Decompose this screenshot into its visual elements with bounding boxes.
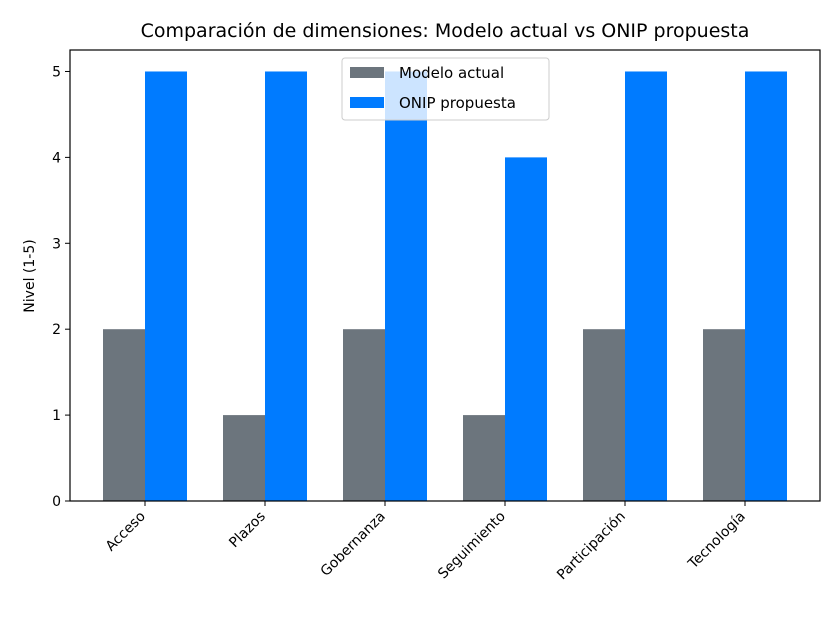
bar-onip-propuesta-0 bbox=[145, 71, 187, 501]
bar-onip-propuesta-2 bbox=[385, 71, 427, 501]
x-tick-label: Gobernanza bbox=[318, 509, 389, 580]
legend-label-0: Modelo actual bbox=[399, 64, 504, 82]
bar-modelo-actual-2 bbox=[343, 329, 385, 501]
axes-frame bbox=[69, 49, 821, 502]
bar-modelo-actual-5 bbox=[703, 329, 745, 501]
x-tick-label: Acceso bbox=[103, 509, 149, 555]
y-tick-label: 3 bbox=[52, 236, 61, 252]
y-tick-label: 1 bbox=[52, 408, 61, 424]
bar-onip-propuesta-1 bbox=[265, 71, 307, 501]
bars-group bbox=[103, 71, 787, 501]
bar-onip-propuesta-5 bbox=[745, 71, 787, 501]
legend: Modelo actual ONIP propuesta bbox=[341, 57, 550, 121]
legend-box bbox=[341, 57, 550, 121]
x-tick-label: Participación bbox=[554, 509, 629, 584]
y-tick-label: 5 bbox=[52, 64, 61, 80]
x-tick-label: Tecnología bbox=[685, 509, 749, 573]
x-tick-label: Plazos bbox=[226, 509, 269, 552]
y-tick-label: 0 bbox=[52, 494, 61, 510]
y-axis-label: Nivel (1-5) bbox=[22, 239, 38, 312]
bar-modelo-actual-4 bbox=[583, 329, 625, 501]
y-axis: 0 1 2 3 4 5 bbox=[52, 64, 70, 510]
bar-onip-propuesta-3 bbox=[505, 157, 547, 501]
legend-label-1: ONIP propuesta bbox=[399, 94, 516, 112]
y-tick-label: 2 bbox=[52, 322, 61, 338]
x-axis: Acceso Plazos Gobernanza Seguimiento Partici… bbox=[103, 501, 749, 583]
bar-onip-propuesta-4 bbox=[625, 71, 667, 501]
y-tick-label: 4 bbox=[52, 150, 61, 166]
legend-swatch-0 bbox=[350, 67, 384, 78]
legend-swatch-1 bbox=[350, 97, 384, 108]
x-tick-label: Seguimiento bbox=[435, 509, 509, 583]
bar-modelo-actual-0 bbox=[103, 329, 145, 501]
bar-modelo-actual-1 bbox=[223, 415, 265, 501]
chart-title: Comparación de dimensiones: Modelo actua… bbox=[141, 20, 750, 42]
bar-modelo-actual-3 bbox=[463, 415, 505, 501]
